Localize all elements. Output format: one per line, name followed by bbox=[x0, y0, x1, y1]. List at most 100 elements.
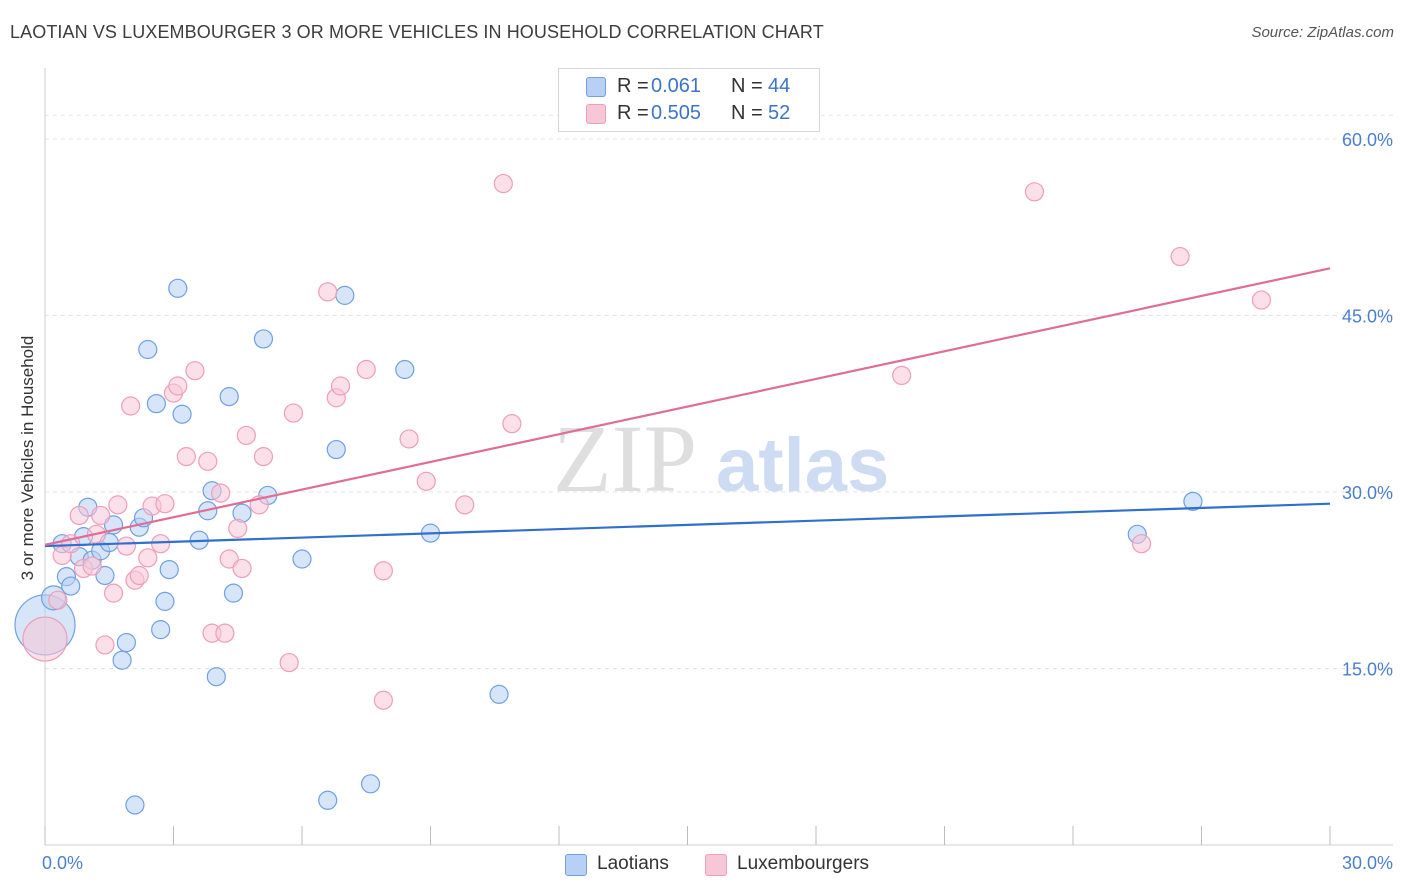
laotian-point bbox=[61, 576, 81, 596]
laotian-point bbox=[253, 329, 274, 349]
luxembourger-point bbox=[198, 451, 218, 471]
luxembourger-point bbox=[185, 361, 205, 381]
laotian-point bbox=[138, 339, 158, 360]
luxembourger-point bbox=[330, 376, 351, 396]
stats-legend: R = 0.061 N = 44 R = 0.505 N = 52 bbox=[558, 68, 820, 132]
series-name-luxembourgers: Luxembourgers bbox=[737, 853, 870, 874]
laotian-point bbox=[172, 404, 192, 424]
luxembourger-point bbox=[219, 549, 239, 569]
luxembourger-point bbox=[279, 652, 299, 673]
luxembourger-point bbox=[108, 495, 128, 515]
luxembourger-point bbox=[502, 414, 522, 434]
luxembourger-point bbox=[69, 505, 89, 526]
laotian-point bbox=[125, 795, 145, 815]
legend-n-label: N = bbox=[731, 75, 763, 97]
luxembourger-point bbox=[82, 556, 102, 576]
laotian-point bbox=[112, 650, 132, 670]
laotian-point bbox=[318, 790, 338, 810]
laotian-point bbox=[1183, 491, 1203, 511]
legend-swatch-luxembourgers bbox=[586, 104, 606, 124]
legend-row-luxembourgers: R = 0.505 N = 52 bbox=[559, 101, 819, 127]
legend-r-value: 0.061 bbox=[651, 75, 702, 97]
luxembourger-point bbox=[48, 590, 68, 610]
laotian-point bbox=[489, 684, 509, 704]
luxembourger-point bbox=[228, 518, 248, 539]
laotian-point bbox=[219, 386, 239, 407]
luxembourger-point bbox=[91, 505, 111, 526]
luxembourger-point bbox=[176, 447, 196, 467]
legend-n-value: 52 bbox=[768, 102, 791, 124]
laotian-point bbox=[151, 620, 171, 640]
legend-r-label: R = bbox=[617, 102, 649, 124]
y-tick-labels: 15.0% 30.0% 45.0% 60.0% bbox=[1342, 130, 1393, 680]
luxembourger-point bbox=[236, 425, 256, 446]
watermark-zip: ZIP bbox=[553, 405, 697, 512]
luxembourger-point bbox=[1170, 246, 1190, 267]
series-swatch-laotians bbox=[565, 854, 587, 876]
legend-swatch-laotians bbox=[586, 77, 606, 97]
luxembourger-point bbox=[121, 396, 141, 416]
y-tick-label: 60.0% bbox=[1342, 130, 1393, 150]
luxembourger-point bbox=[155, 494, 175, 514]
luxembourger-point bbox=[95, 635, 115, 655]
luxembourger-point bbox=[116, 536, 136, 556]
laotian-trend-line bbox=[44, 502, 1331, 548]
laotian-point bbox=[326, 439, 346, 460]
y-tick-label: 15.0% bbox=[1342, 659, 1393, 679]
y-tick-label: 45.0% bbox=[1342, 306, 1393, 326]
luxembourger-point bbox=[215, 623, 235, 643]
data-points bbox=[14, 173, 1272, 815]
x-tick-labels: 0.0% 30.0% bbox=[42, 853, 1393, 873]
chart-title: LAOTIAN VS LUXEMBOURGER 3 OR MORE VEHICL… bbox=[10, 22, 824, 42]
luxembourger-point bbox=[373, 561, 393, 581]
luxembourger-point bbox=[151, 534, 171, 554]
legend-n-value: 44 bbox=[768, 75, 791, 97]
axes bbox=[44, 68, 1393, 846]
laotian-point bbox=[155, 591, 175, 611]
laotian-point bbox=[95, 565, 115, 586]
trend-lines bbox=[44, 267, 1331, 548]
x-tick-label: 0.0% bbox=[42, 853, 83, 873]
luxembourger-point bbox=[416, 471, 436, 491]
series-name-laotians: Laotians bbox=[597, 853, 669, 874]
luxembourger-point bbox=[318, 282, 338, 302]
legend-r-value: 0.505 bbox=[651, 102, 702, 124]
laotian-point bbox=[159, 559, 179, 580]
luxembourger-point bbox=[399, 429, 419, 449]
laotian-point bbox=[206, 667, 226, 687]
legend-r-label: R = bbox=[617, 75, 649, 97]
laotian-point bbox=[146, 394, 166, 414]
luxembourger-point bbox=[129, 565, 149, 586]
laotian-point bbox=[168, 278, 188, 298]
gridlines bbox=[45, 114, 1393, 669]
luxembourger-point bbox=[1251, 290, 1272, 310]
luxembourger-point bbox=[892, 365, 912, 386]
legend-row-laotians: R = 0.061 N = 44 bbox=[559, 74, 819, 100]
legend-n-label: N = bbox=[731, 102, 763, 124]
luxembourger-point bbox=[253, 447, 274, 467]
luxembourger-point bbox=[1024, 182, 1045, 202]
luxembourger-point bbox=[138, 548, 158, 568]
y-tick-label: 30.0% bbox=[1342, 483, 1393, 503]
luxembourger-point bbox=[356, 359, 376, 380]
luxembourger-point bbox=[1131, 534, 1152, 554]
watermark: ZIP atlas bbox=[553, 405, 889, 512]
luxembourger-point bbox=[493, 173, 513, 194]
luxembourger-point bbox=[211, 483, 231, 503]
luxembourger-point bbox=[373, 690, 393, 710]
luxembourger-point bbox=[232, 558, 252, 579]
laotian-point bbox=[335, 285, 355, 305]
x-tick-label: 30.0% bbox=[1342, 853, 1393, 873]
source-credit: Source: ZipAtlas.com bbox=[1251, 24, 1394, 41]
laotian-point bbox=[223, 583, 244, 603]
luxembourger-point bbox=[455, 495, 475, 515]
luxembourger-point bbox=[22, 616, 68, 662]
laotian-point bbox=[360, 774, 381, 794]
series-swatch-luxembourgers bbox=[705, 854, 727, 876]
laotian-point bbox=[395, 359, 415, 380]
luxembourger-point bbox=[103, 583, 124, 603]
luxembourger-point bbox=[168, 376, 188, 396]
luxembourger-trend-line bbox=[44, 267, 1331, 546]
laotian-point bbox=[292, 549, 312, 569]
